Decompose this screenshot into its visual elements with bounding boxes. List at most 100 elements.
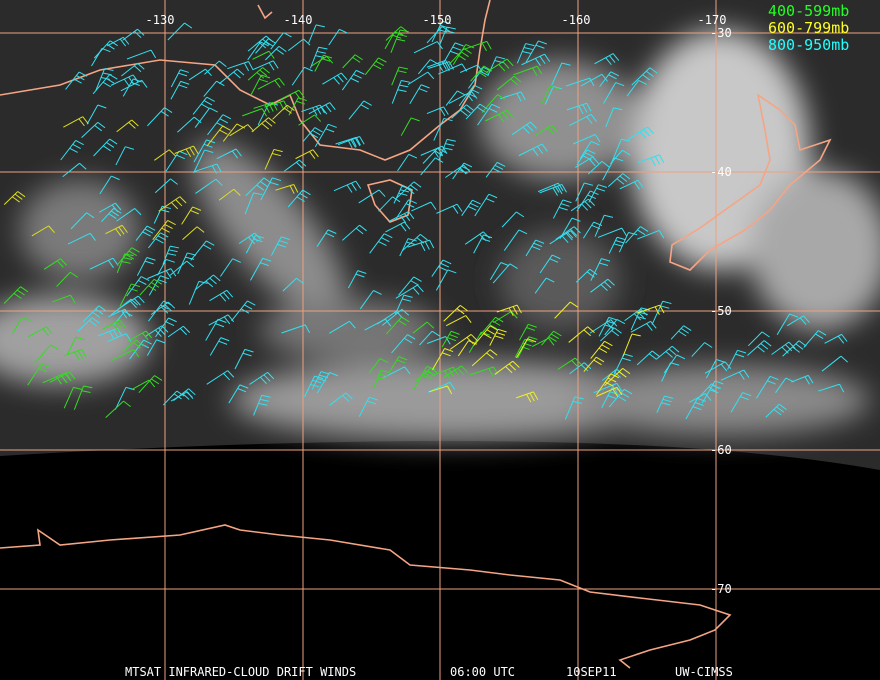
legend-entry: 400-599mb (768, 2, 849, 20)
wind-barb (704, 361, 732, 374)
wind-barb (170, 69, 189, 88)
latitude-labels: -30 -40 -50 -60 -70 (710, 26, 732, 596)
latitude-label: -30 (710, 26, 732, 40)
wind-barb (485, 161, 506, 178)
wind-barb (364, 57, 387, 76)
wind-barb (594, 53, 620, 65)
wind-barb (60, 140, 84, 161)
wind-barb (449, 334, 478, 350)
wind-barb (252, 50, 275, 60)
wind-barb (301, 104, 325, 116)
wind-barb (218, 188, 241, 201)
wind-barb (473, 234, 493, 254)
legend: 400-599mb 600-799mb 800-950mb (768, 2, 849, 54)
wind-barb (485, 109, 513, 123)
wind-barb (155, 317, 177, 338)
wind-barb (382, 308, 410, 326)
wind-barb (138, 375, 163, 393)
wind-barb (413, 41, 443, 54)
wind-barb (247, 67, 270, 81)
wind-barb (238, 232, 262, 245)
wind-barb (415, 367, 439, 382)
wind-barb (479, 316, 504, 336)
wind-barb (598, 316, 618, 337)
wind-barb (597, 227, 627, 238)
wind-barb (534, 277, 555, 294)
wind-barb (250, 74, 271, 96)
footer-source: UW-CIMSS (675, 665, 733, 679)
wind-barb (500, 91, 526, 102)
wind-barb (426, 26, 450, 44)
wind-barb (329, 320, 356, 334)
wind-barb (229, 124, 255, 137)
wind-barb (636, 304, 665, 315)
wind-barb (252, 60, 279, 71)
wind-barb (426, 336, 451, 345)
wind-barb (282, 277, 304, 292)
wind-barb (496, 75, 522, 91)
wind-barb (139, 278, 163, 296)
wind-barb (298, 114, 322, 126)
wind-barb (519, 323, 537, 341)
wind-barb (630, 320, 657, 333)
wind-barb (372, 370, 390, 390)
wind-barb (594, 214, 614, 237)
wind-barb (516, 43, 535, 64)
wind-barb (824, 333, 848, 344)
clouds (0, 30, 880, 440)
wind-barb (192, 96, 215, 115)
longitude-label: -130 (146, 13, 175, 27)
wind-barb (131, 379, 156, 391)
wind-barb (116, 119, 139, 133)
wind-barb (756, 375, 779, 399)
wind-barb (670, 325, 692, 340)
wind-barb (110, 349, 140, 362)
wind-barb (342, 224, 367, 241)
wind-barb (314, 123, 337, 147)
wind-barb (607, 173, 631, 188)
wind-barb (121, 62, 145, 77)
wind-barb (3, 191, 26, 206)
wind-barb (431, 259, 452, 277)
wind-barb (409, 84, 430, 104)
wind-barb (309, 46, 328, 69)
wind-barb (247, 35, 274, 52)
wind-barb (204, 60, 227, 75)
wind-barb (169, 260, 194, 276)
wind-barb (551, 62, 571, 86)
wind-barb (613, 353, 633, 376)
wind-barb (234, 348, 254, 370)
wind-barb (105, 224, 128, 237)
wind-barb (565, 77, 595, 87)
wind-barb (557, 357, 582, 370)
wind-barb (422, 147, 446, 164)
wind-barb (107, 36, 130, 47)
wind-barb (579, 140, 600, 160)
wind-barb (195, 178, 223, 194)
wind-barb (442, 365, 468, 379)
wind-barb (803, 330, 827, 348)
wind-barb (205, 318, 227, 341)
wind-barb (49, 371, 76, 384)
wind-barb (247, 41, 269, 61)
wind-barb (122, 339, 144, 352)
wind-barb (271, 236, 290, 256)
wind-barb (590, 258, 611, 281)
wind-barb (771, 341, 796, 355)
wind-barb (445, 164, 471, 178)
wind-barb (98, 202, 122, 213)
wind-barb (244, 192, 263, 215)
wind-barb (43, 258, 68, 270)
wind-barb (651, 300, 672, 325)
wind-barb (593, 382, 623, 394)
wind-barb (218, 68, 245, 85)
wind-barb (569, 113, 597, 126)
wind-barb (747, 340, 772, 356)
wind-barb (599, 71, 619, 87)
wind-barb (206, 370, 235, 385)
wind-barb (448, 48, 472, 65)
wind-barb (228, 384, 249, 404)
wind-barb (576, 149, 596, 166)
wind-barb (521, 53, 551, 67)
